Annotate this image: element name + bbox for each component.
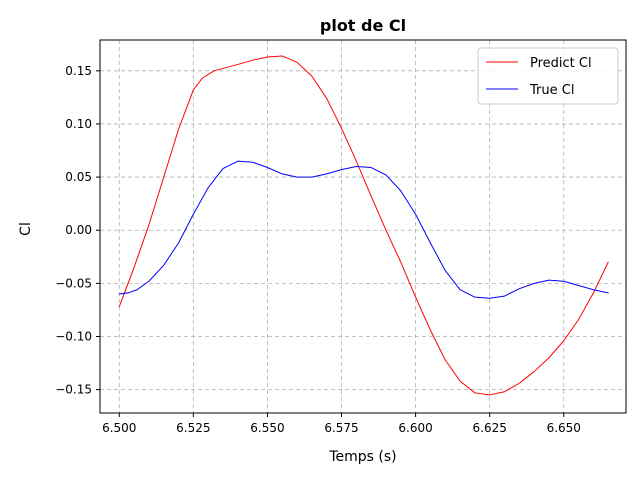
y-tick-label: 0.00: [65, 223, 92, 237]
plot-frame: [99, 39, 627, 414]
y-tick-label: −0.15: [55, 383, 92, 397]
y-tick-label: −0.10: [55, 329, 92, 343]
x-tick-label: 6.500: [102, 421, 136, 435]
x-axis-label: Temps (s): [328, 449, 396, 465]
x-tick-label: 6.600: [398, 421, 432, 435]
x-tick-label: 6.550: [250, 421, 284, 435]
x-tick-label: 6.525: [176, 421, 210, 435]
y-tick-label: −0.05: [55, 276, 92, 290]
y-tick-label: 0.15: [65, 64, 92, 78]
series-line-predict-cl: [118, 55, 609, 396]
y-tick-label: 0.10: [65, 117, 92, 131]
chart-title: plot de Cl: [320, 16, 406, 35]
series-lines: [118, 55, 609, 396]
legend: Predict Cl True Cl: [477, 47, 619, 105]
x-tick-label: 6.625: [473, 421, 507, 435]
axis-ticks: 6.500 6.525 6.550 6.575 6.600 6.625 6.650 −0.15…: [55, 64, 581, 435]
legend-label: True Cl: [529, 83, 574, 98]
series-line-true-cl: [118, 160, 609, 299]
legend-label: Predict Cl: [530, 56, 592, 71]
x-tick-label: 6.575: [324, 421, 358, 435]
x-tick-label: 6.650: [547, 421, 581, 435]
y-axis-label: Cl: [18, 222, 34, 236]
y-tick-label: 0.05: [65, 170, 92, 184]
